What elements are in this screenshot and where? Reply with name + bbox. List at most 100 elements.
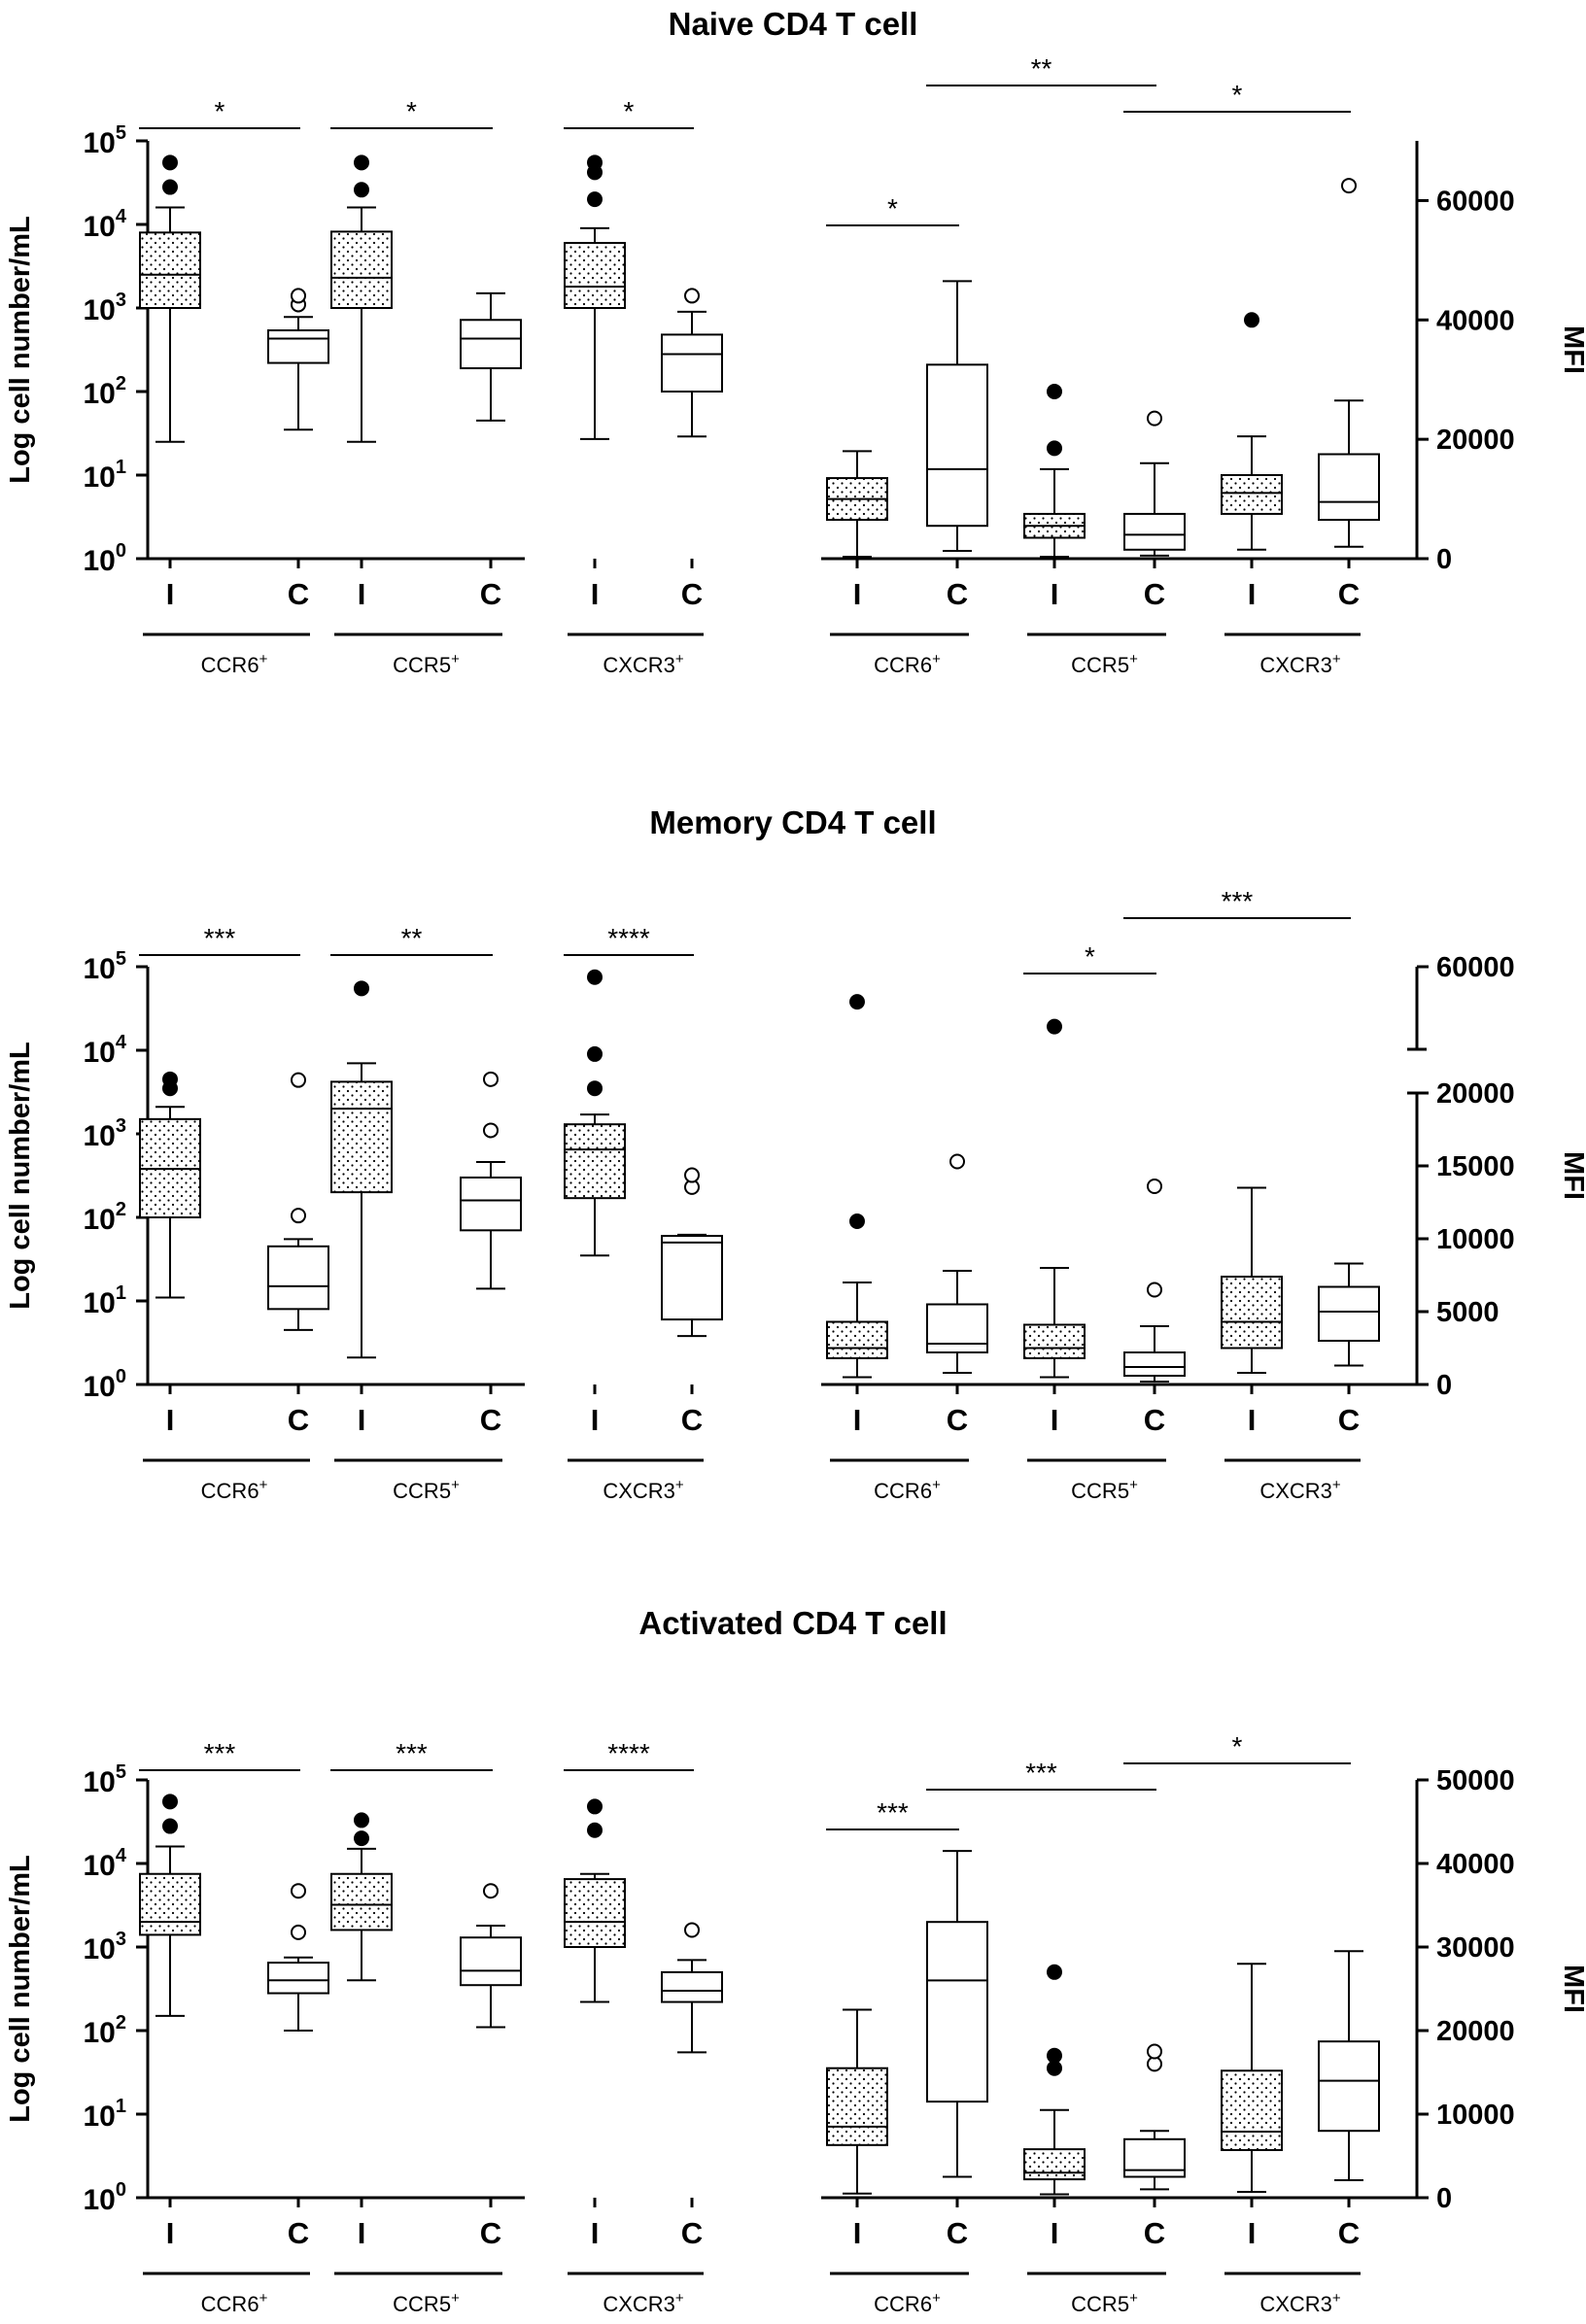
- box-ccr5-c-right: C: [1123, 1179, 1186, 1437]
- outlier-point: [587, 191, 603, 208]
- group-label: CXCR3+: [603, 1477, 684, 1503]
- box-iqr: [330, 1080, 393, 1194]
- right-tick-label: 20000: [1436, 2016, 1515, 2047]
- box-cxcr3-i-left: I: [564, 154, 626, 611]
- group-label: CXCR3+: [603, 2290, 684, 2316]
- left-tick-label: 102: [84, 2012, 127, 2049]
- condition-label: C: [288, 1403, 309, 1437]
- box-cxcr3-c-right: C: [1318, 178, 1380, 611]
- condition-label: C: [1144, 577, 1165, 611]
- condition-label: I: [591, 1403, 600, 1437]
- right-tick-label: 20000: [1436, 1078, 1515, 1110]
- box-iqr: [330, 1872, 393, 1931]
- significance-bar: *: [1123, 1731, 1351, 1764]
- outlier-point: [1147, 1282, 1162, 1298]
- box-cxcr3-i-right: I: [1221, 1963, 1283, 2250]
- group-label: CCR5+: [393, 651, 460, 677]
- outlier-point: [162, 179, 178, 195]
- left-tick-label: 100: [84, 2179, 127, 2216]
- box-iqr: [1023, 2148, 1086, 2181]
- group-label: CXCR3+: [1259, 1477, 1341, 1503]
- significance-label: **: [401, 923, 423, 953]
- significance-bar: ***: [139, 923, 300, 956]
- box-iqr: [1123, 2137, 1186, 2178]
- significance-bar: ***: [1123, 886, 1351, 919]
- condition-label: C: [681, 577, 703, 611]
- box-ccr6-c-left: C: [267, 288, 329, 611]
- box-ccr6-c-left: C: [267, 1883, 329, 2250]
- significance-label: ***: [204, 1738, 236, 1768]
- box-cxcr3-i-left: I: [564, 1798, 626, 2250]
- condition-label: C: [1338, 1403, 1360, 1437]
- box-cxcr3-i-right: I: [1221, 1186, 1283, 1437]
- outlier-point: [1047, 2047, 1062, 2064]
- outlier-point: [587, 969, 603, 985]
- outlier-point: [162, 154, 178, 171]
- condition-label: C: [1338, 577, 1360, 611]
- box-ccr5-i-right: I: [1023, 1018, 1086, 1437]
- outlier-point: [587, 1080, 603, 1097]
- left-tick-label: 101: [84, 1282, 127, 1319]
- box-ccr6-i-right: I: [826, 994, 888, 1437]
- significance-label: ***: [1222, 886, 1254, 916]
- box-cxcr3-i-right: I: [1221, 312, 1283, 611]
- chart-panel-1: Naive CD4 T cell 100 101 102 103 104 105 Log ce…: [5, 6, 1586, 677]
- outlier-point: [354, 182, 369, 198]
- right-tick-label: 40000: [1436, 305, 1515, 336]
- left-tick-label: 102: [84, 373, 127, 410]
- box-ccr5-c-left: C: [460, 1071, 522, 1437]
- outlier-point: [291, 1924, 306, 1940]
- left-tick-label: 102: [84, 1199, 127, 1236]
- box-ccr5-i-right: I: [1023, 384, 1086, 611]
- box-iqr: [267, 1962, 329, 1995]
- significance-label: *: [1085, 941, 1095, 972]
- right-tick-label: 15000: [1436, 1151, 1515, 1182]
- significance-bar: *: [826, 193, 959, 226]
- group-label: CCR6+: [201, 1477, 268, 1503]
- box-iqr: [826, 2067, 888, 2146]
- condition-label: I: [166, 2216, 175, 2250]
- left-tick-label: 103: [84, 1929, 127, 1965]
- group-label: CCR5+: [393, 1477, 460, 1503]
- left-tick-label: 100: [84, 1366, 127, 1403]
- box-ccr6-i-left: I: [139, 1794, 201, 2250]
- significance-label: ***: [1025, 1758, 1057, 1788]
- box-iqr: [564, 1878, 626, 1949]
- box-iqr: [460, 1936, 522, 1987]
- right-axis-label: MFI: [1558, 1965, 1586, 2013]
- outlier-point: [587, 1822, 603, 1838]
- condition-label: C: [947, 1403, 968, 1437]
- significance-bar: ***: [926, 1758, 1156, 1791]
- outlier-point: [162, 1818, 178, 1834]
- box-ccr5-c-right: C: [1123, 2043, 1186, 2250]
- right-tick-label: 40000: [1436, 1849, 1515, 1880]
- significance-bar: *: [1023, 941, 1156, 974]
- condition-label: I: [591, 577, 600, 611]
- right-tick-label: 0: [1436, 544, 1452, 575]
- outlier-point: [1341, 178, 1357, 194]
- condition-label: C: [681, 2216, 703, 2250]
- significance-bar: *: [330, 96, 493, 129]
- box-iqr: [1318, 2040, 1380, 2133]
- significance-label: ****: [607, 923, 650, 953]
- outlier-point: [354, 1812, 369, 1828]
- box-ccr6-c-right: C: [926, 1850, 988, 2250]
- condition-label: I: [853, 1403, 862, 1437]
- condition-label: I: [358, 577, 366, 611]
- left-tick-label: 105: [84, 948, 127, 985]
- condition-label: C: [1144, 2216, 1165, 2250]
- left-tick-label: 104: [84, 1032, 127, 1069]
- condition-label: I: [358, 2216, 366, 2250]
- left-tick-label: 101: [84, 2096, 127, 2133]
- left-tick-label: 105: [84, 1761, 127, 1798]
- significance-bar: ****: [564, 923, 694, 956]
- condition-label: C: [1338, 2216, 1360, 2250]
- condition-label: C: [1144, 1403, 1165, 1437]
- significance-bar: *: [139, 96, 300, 129]
- left-tick-label: 104: [84, 206, 127, 243]
- significance-bar: **: [330, 923, 493, 956]
- right-tick-label: 10000: [1436, 2100, 1515, 2131]
- condition-label: C: [681, 1403, 703, 1437]
- box-iqr: [926, 1303, 988, 1353]
